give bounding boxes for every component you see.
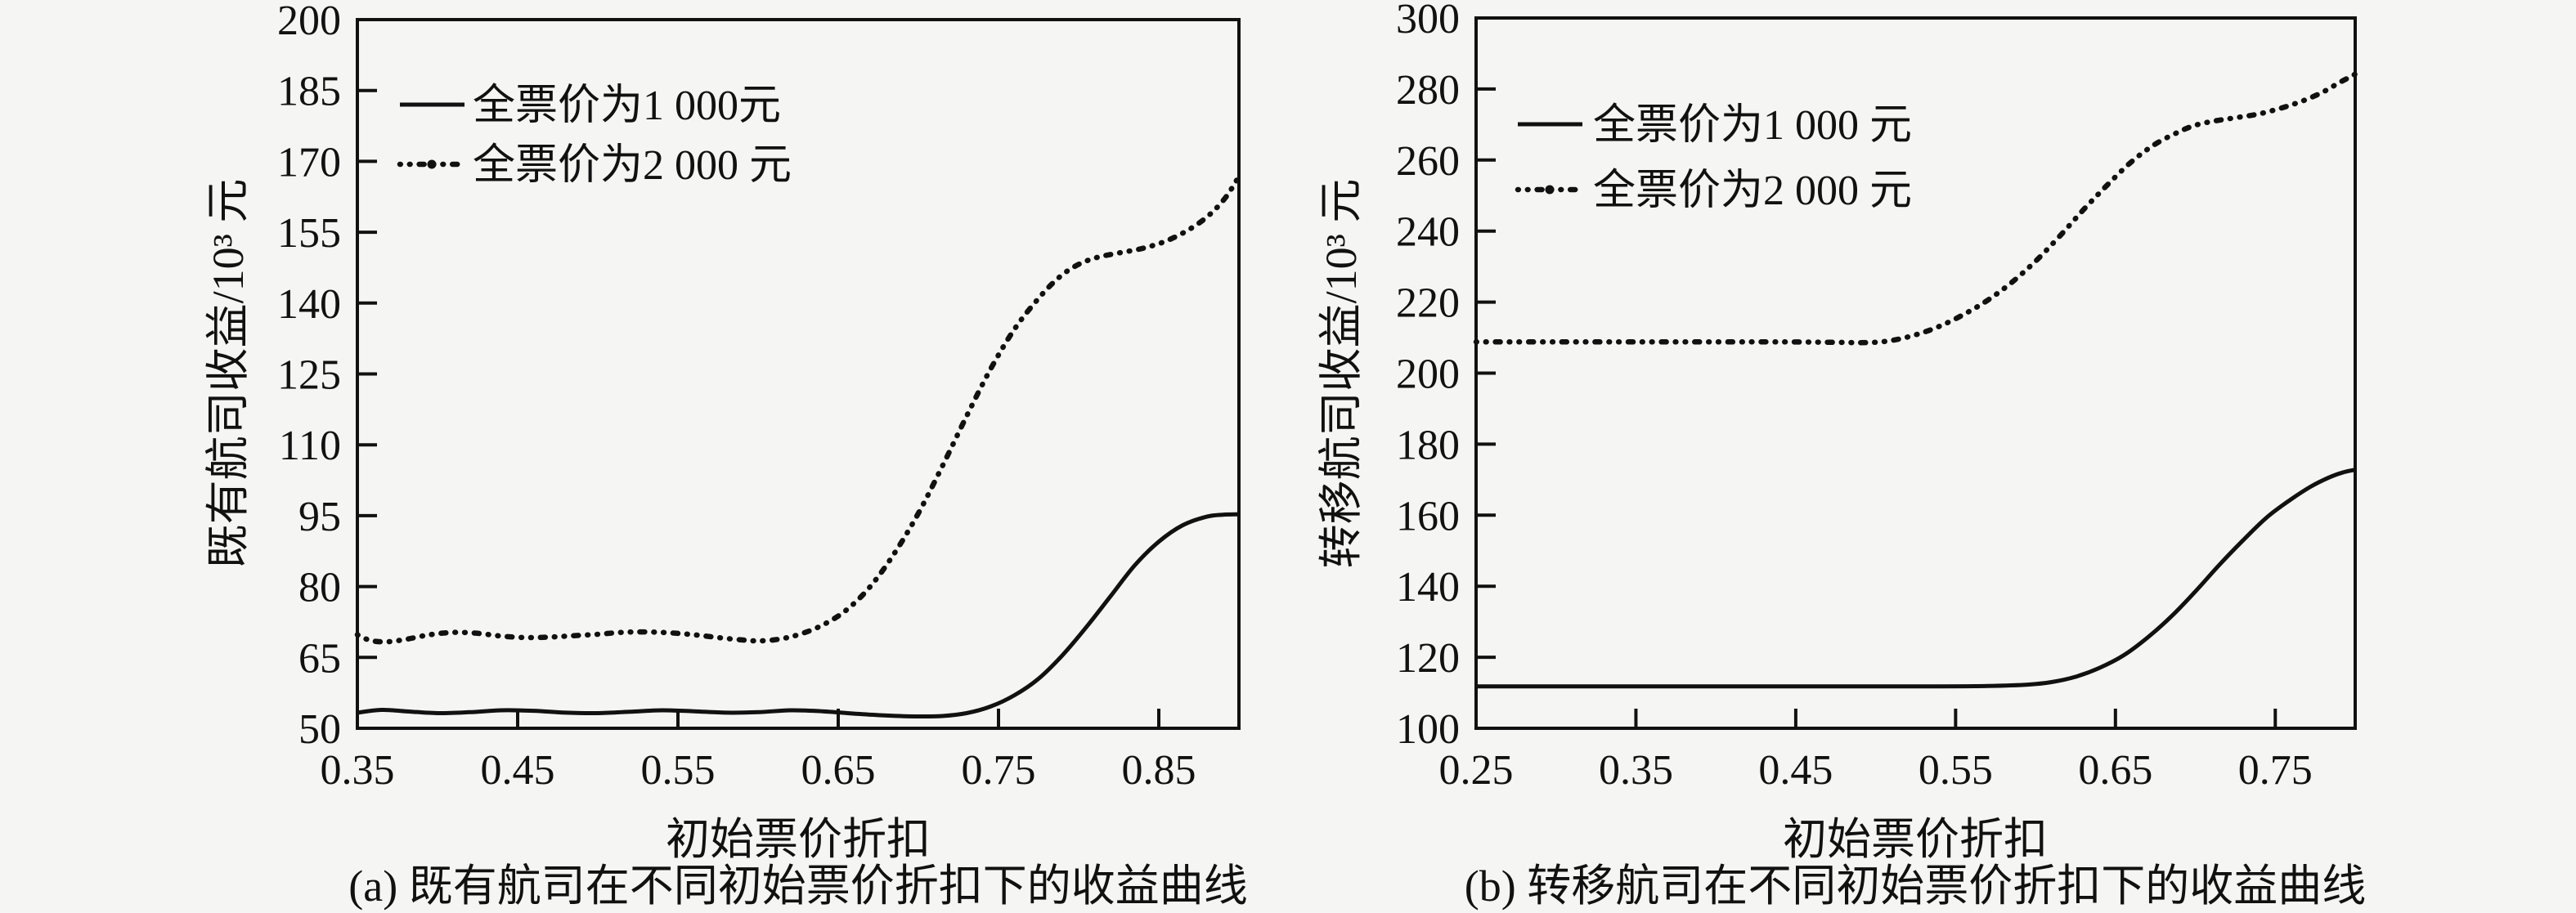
chart-b-caption: (b) 转移航司在不同初始票价折扣下的收益曲线 (1465, 862, 2366, 911)
chart-b-y-axis-label: 转移航司收益/10³ 元 (1317, 179, 1366, 569)
legend-label-2000: 全票价为2 000 元 (1593, 168, 1912, 214)
chart-b: 0.25 0.35 0.45 0.55 0.65 0.75 100 120 140 160 180 2… (1317, 0, 2366, 911)
x-tick-label: 0.25 (1439, 747, 1514, 794)
y-tick-label: 140 (1396, 564, 1460, 611)
chart-a-caption: (a) 既有航司在不同初始票价折扣下的收益曲线 (348, 862, 1247, 911)
x-tick-label: 0.35 (1599, 747, 1673, 794)
y-tick-label: 280 (1396, 67, 1460, 114)
y-tick-label: 100 (1396, 706, 1460, 753)
y-tick-label: 155 (277, 210, 341, 257)
legend-dotted-marker (1545, 185, 1555, 195)
y-tick-label: 80 (298, 565, 341, 611)
x-tick-label: 0.55 (1919, 747, 1993, 794)
y-tick-label: 65 (298, 635, 341, 682)
x-tick-label: 0.65 (2078, 747, 2152, 794)
y-tick-label: 180 (1396, 422, 1460, 468)
y-tick-label: 170 (277, 139, 341, 186)
chart-b-legend: 全票价为1 000 元 全票价为2 000 元 (1515, 102, 1912, 214)
chart-a-legend: 全票价为1 000元 全票价为2 000 元 (397, 83, 792, 189)
x-tick-label: 0.75 (2238, 747, 2313, 794)
y-tick-label: 300 (1396, 0, 1460, 43)
series-dotted (354, 173, 1242, 645)
y-tick-label: 120 (1396, 635, 1460, 682)
series-solid (1475, 468, 2356, 689)
y-tick-label: 240 (1396, 209, 1460, 256)
y-tick-label: 160 (1396, 493, 1460, 539)
y-tick-label: 185 (277, 69, 341, 115)
series-dotted (1473, 71, 2358, 346)
y-tick-label: 200 (277, 0, 341, 44)
y-tick-label: 260 (1396, 138, 1460, 185)
chart-a-x-axis-label: 初始票价折扣 (666, 815, 931, 864)
y-tick-label: 110 (279, 423, 341, 469)
x-tick-label: 0.35 (321, 747, 395, 794)
legend-label-1000: 全票价为1 000 元 (1593, 102, 1912, 149)
y-tick-label: 125 (277, 352, 341, 399)
series-solid (357, 512, 1240, 719)
chart-a: 0.35 0.45 0.55 0.65 0.75 0.85 50 65 80 95 110 125 14… (204, 0, 1248, 911)
chart-a-y-axis-label: 既有航司收益/10³ 元 (204, 179, 253, 569)
chart-a-axes: 0.35 0.45 0.55 0.65 0.75 0.85 50 65 80 95 110 125 14… (277, 0, 1242, 794)
y-tick-label: 200 (1396, 351, 1460, 398)
legend-dotted-marker (427, 159, 437, 169)
x-tick-label: 0.45 (481, 747, 555, 794)
chart-b-axes: 0.25 0.35 0.45 0.55 0.65 0.75 100 120 140 160 180 2… (1396, 0, 2358, 794)
y-tick-label: 220 (1396, 280, 1460, 327)
y-tick-label: 95 (298, 494, 341, 540)
plot-frame (1474, 16, 2357, 730)
x-tick-label: 0.65 (801, 747, 876, 794)
x-tick-label: 0.55 (641, 747, 716, 794)
x-tick-label: 0.85 (1122, 747, 1196, 794)
x-tick-label: 0.45 (1758, 747, 1833, 794)
x-tick-label: 0.75 (962, 747, 1036, 794)
chart-b-x-axis-label: 初始票价折扣 (1783, 815, 2048, 864)
legend-label-2000: 全票价为2 000 元 (473, 142, 792, 189)
legend-label-1000: 全票价为1 000元 (473, 83, 781, 129)
y-tick-label: 140 (277, 281, 341, 328)
plot-frame (356, 18, 1241, 730)
y-tick-label: 50 (298, 706, 341, 753)
